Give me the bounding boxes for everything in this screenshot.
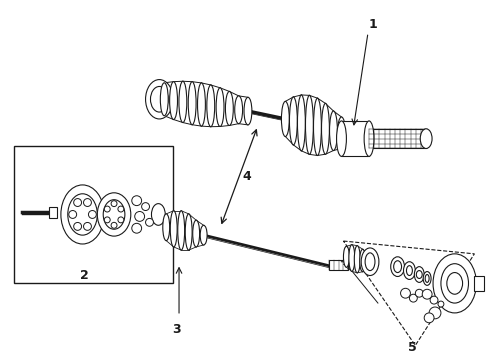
Ellipse shape	[364, 121, 374, 156]
Ellipse shape	[337, 121, 346, 156]
Bar	[474, 275, 484, 291]
Ellipse shape	[200, 225, 207, 245]
Circle shape	[111, 201, 117, 207]
Text: 3: 3	[172, 323, 180, 336]
Ellipse shape	[407, 266, 413, 275]
Circle shape	[118, 217, 124, 223]
Ellipse shape	[244, 97, 252, 125]
Ellipse shape	[235, 96, 243, 124]
Ellipse shape	[447, 273, 463, 294]
Ellipse shape	[354, 246, 360, 273]
Ellipse shape	[160, 83, 168, 116]
Ellipse shape	[441, 264, 468, 303]
Ellipse shape	[297, 95, 305, 151]
Circle shape	[416, 289, 423, 297]
Ellipse shape	[163, 214, 170, 240]
Ellipse shape	[361, 248, 379, 275]
Ellipse shape	[193, 220, 199, 247]
Circle shape	[69, 211, 76, 219]
Bar	[329, 260, 348, 270]
Ellipse shape	[433, 254, 476, 313]
Ellipse shape	[103, 200, 125, 229]
Ellipse shape	[185, 214, 192, 250]
Ellipse shape	[178, 211, 185, 250]
Ellipse shape	[216, 88, 224, 126]
Ellipse shape	[321, 103, 329, 154]
Ellipse shape	[179, 81, 187, 122]
Circle shape	[74, 199, 81, 207]
Circle shape	[422, 289, 432, 299]
Text: 5: 5	[408, 341, 417, 354]
Ellipse shape	[415, 267, 424, 282]
Ellipse shape	[338, 117, 345, 148]
Text: 2: 2	[80, 269, 89, 282]
Circle shape	[429, 307, 441, 319]
Ellipse shape	[150, 86, 168, 112]
Circle shape	[132, 196, 142, 206]
Bar	[342, 121, 369, 156]
Circle shape	[104, 206, 110, 212]
Ellipse shape	[365, 254, 371, 270]
Circle shape	[74, 222, 81, 230]
Ellipse shape	[425, 275, 429, 282]
Ellipse shape	[68, 194, 98, 235]
Circle shape	[111, 222, 117, 228]
Ellipse shape	[188, 82, 196, 125]
Ellipse shape	[330, 111, 338, 150]
Ellipse shape	[170, 211, 177, 247]
Ellipse shape	[349, 245, 355, 271]
Ellipse shape	[305, 95, 314, 154]
Ellipse shape	[416, 271, 422, 278]
Bar	[49, 207, 57, 219]
Circle shape	[132, 223, 142, 233]
Circle shape	[410, 294, 417, 302]
Ellipse shape	[207, 85, 215, 127]
Ellipse shape	[404, 262, 416, 279]
Circle shape	[146, 219, 153, 226]
Ellipse shape	[225, 91, 233, 126]
Circle shape	[430, 296, 438, 304]
Ellipse shape	[420, 129, 432, 148]
Bar	[14, 145, 173, 283]
Ellipse shape	[343, 246, 349, 267]
Text: 4: 4	[243, 170, 251, 183]
Ellipse shape	[393, 261, 401, 273]
Ellipse shape	[61, 185, 104, 244]
Ellipse shape	[98, 193, 131, 236]
Ellipse shape	[146, 80, 173, 119]
Ellipse shape	[365, 253, 375, 271]
Ellipse shape	[281, 102, 289, 136]
Ellipse shape	[314, 98, 321, 156]
Circle shape	[438, 301, 444, 307]
Ellipse shape	[360, 249, 366, 272]
Circle shape	[83, 199, 92, 207]
Ellipse shape	[170, 82, 177, 120]
Bar	[369, 129, 426, 148]
Circle shape	[89, 211, 97, 219]
Circle shape	[83, 222, 92, 230]
Text: 1: 1	[368, 18, 377, 31]
Circle shape	[142, 203, 149, 211]
Circle shape	[104, 217, 110, 223]
Ellipse shape	[290, 97, 297, 145]
Circle shape	[424, 313, 434, 323]
Ellipse shape	[423, 271, 431, 285]
Ellipse shape	[151, 204, 165, 225]
Ellipse shape	[391, 257, 405, 276]
Circle shape	[118, 206, 124, 212]
Ellipse shape	[197, 83, 205, 126]
Circle shape	[400, 288, 411, 298]
Circle shape	[135, 212, 145, 221]
